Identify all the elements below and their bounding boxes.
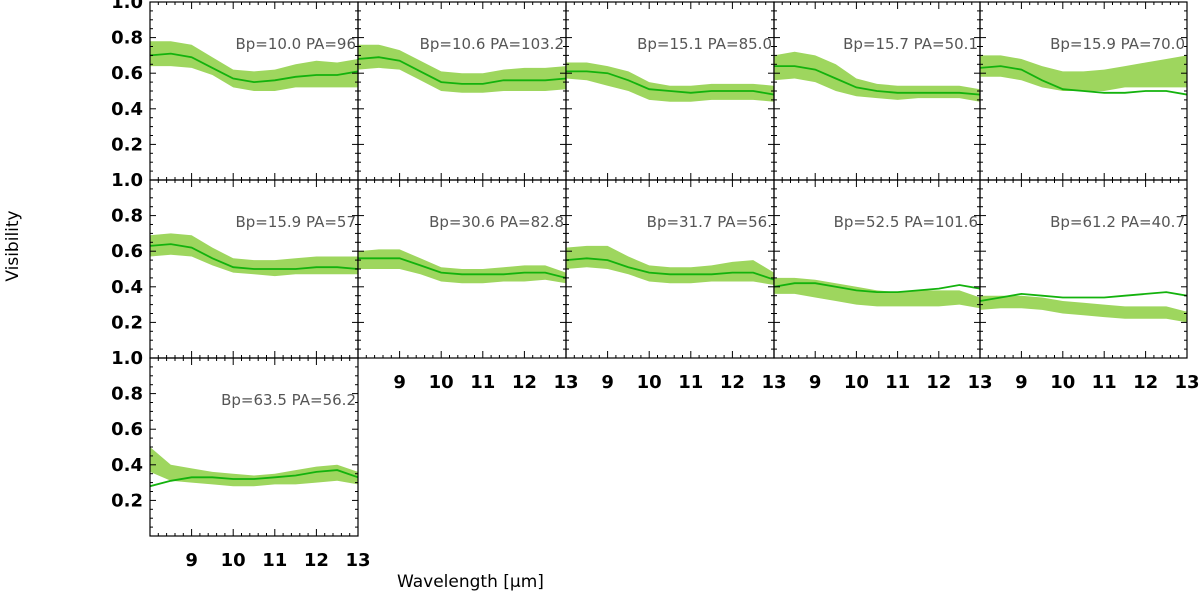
panel-8-measured-band: [566, 245, 774, 285]
y-tick-label: 0.8: [111, 28, 143, 49]
x-tick-label: 13: [345, 550, 370, 571]
panel-1-label: Bp=10.0 PA=96: [235, 35, 356, 53]
y-tick-label: 0.2: [111, 312, 143, 333]
x-tick-label: 9: [185, 550, 198, 571]
x-tick-label: 13: [761, 372, 786, 393]
panel-10: Bp=61.2 PA=40.7: [979, 179, 1188, 359]
panel-4: Bp=15.7 PA=50.1: [773, 1, 981, 181]
x-tick-label: 10: [429, 372, 454, 393]
panel-10-label: Bp=61.2 PA=40.7: [1050, 213, 1185, 231]
y-tick-label: 1.0: [111, 0, 143, 13]
x-tick-label: 11: [1092, 372, 1117, 393]
panel-3-measured-band: [566, 62, 774, 102]
panel-11-model-line: [150, 469, 358, 488]
y-axis-title: Visibility: [3, 210, 23, 281]
panel-1-measured-band: [150, 41, 358, 91]
x-tick-label: 12: [926, 372, 951, 393]
panel-9-label: Bp=52.5 PA=101.6: [834, 213, 978, 231]
x-tick-label: 12: [304, 550, 329, 571]
panel-7-model-line: [358, 257, 566, 279]
panel-7-label: Bp=30.6 PA=82.8: [429, 213, 564, 231]
panel-8-model-line: [566, 257, 774, 281]
panel-2: Bp=10.6 PA=103.2: [357, 1, 567, 181]
panel-1: Bp=10.0 PA=96: [149, 1, 359, 181]
x-tick-label: 13: [1174, 372, 1199, 393]
y-tick-label: 1.0: [111, 170, 143, 191]
y-tick-label: 0.8: [111, 384, 143, 405]
panel-5-label: Bp=15.9 PA=70.0: [1050, 35, 1185, 53]
y-tick-label: 1.0: [111, 348, 143, 369]
panel-10-frame: [979, 179, 1188, 359]
x-axis-title: Wavelength [μm]: [397, 572, 544, 592]
x-tick-label: 10: [1050, 372, 1075, 393]
panel-5-model-line: [980, 65, 1187, 96]
panel-7-measured-band: [358, 249, 566, 284]
panel-5: Bp=15.9 PA=70.0: [979, 1, 1188, 181]
panel-3-label: Bp=15.1 PA=85.0: [637, 35, 772, 53]
panel-9-model-line: [774, 282, 980, 293]
panel-6-label: Bp=15.9 PA=57: [235, 213, 356, 231]
y-tick-label: 0.6: [111, 63, 143, 84]
panel-9: Bp=52.5 PA=101.6: [773, 179, 981, 359]
y-tick-label: 0.2: [111, 134, 143, 155]
panel-4-measured-band: [774, 51, 980, 102]
y-tick-label: 0.4: [111, 277, 143, 298]
x-tick-label: 10: [637, 372, 662, 393]
panel-6: Bp=15.9 PA=57: [149, 179, 359, 359]
panel-2-model-line: [358, 56, 566, 85]
x-axis-title-unit: μm: [510, 572, 537, 592]
panel-6-measured-band: [150, 233, 358, 277]
panel-7: Bp=30.6 PA=82.8: [357, 179, 567, 359]
y-tick-label: 0.2: [111, 490, 143, 511]
panel-10-model-line: [980, 291, 1187, 302]
x-tick-label: 12: [720, 372, 745, 393]
panel-11-frame: [149, 357, 359, 537]
panel-8: Bp=31.7 PA=56.: [565, 179, 775, 359]
x-tick-label: 9: [1015, 372, 1028, 393]
panel-3-model-line: [566, 70, 774, 96]
x-tick-label: 12: [512, 372, 537, 393]
x-tick-label: 11: [885, 372, 910, 393]
y-tick-label: 0.6: [111, 419, 143, 440]
panel-4-model-line: [774, 65, 980, 96]
y-tick-label: 0.4: [111, 99, 143, 120]
panel-5-measured-band: [980, 55, 1187, 91]
x-axis-title-text: Wavelength [: [397, 572, 510, 592]
x-tick-label: 12: [1133, 372, 1158, 393]
x-axis-title-close: ]: [537, 572, 544, 592]
axis-labels-layer: 0.2 0.4 0.6 0.8 1.0 0.2 0.4 0.6 0.8 1.0 0.2 0.4 0.6 0…: [111, 0, 1199, 571]
panel-8-label: Bp=31.7 PA=56.: [647, 213, 772, 231]
y-tick-label: 0.4: [111, 455, 143, 476]
panel-11: Bp=63.5 PA=56.2: [149, 357, 359, 537]
x-tick-label: 11: [678, 372, 703, 393]
x-tick-label: 9: [393, 372, 406, 393]
y-tick-label: 0.6: [111, 241, 143, 262]
panel-11-label: Bp=63.5 PA=56.2: [221, 391, 356, 409]
x-tick-label: 11: [470, 372, 495, 393]
x-tick-label: 13: [967, 372, 992, 393]
panel-4-label: Bp=15.7 PA=50.1: [843, 35, 978, 53]
panel-2-label: Bp=10.6 PA=103.2: [420, 35, 564, 53]
y-tick-label: 0.8: [111, 206, 143, 227]
x-tick-label: 10: [221, 550, 246, 571]
x-tick-label: 9: [809, 372, 822, 393]
panel-3: Bp=15.1 PA=85.0: [565, 1, 775, 181]
x-tick-label: 9: [601, 372, 614, 393]
panels-layer: Bp=10.0 PA=96 Bp=10.6 PA=103.2 Bp=15.1 PA=…: [149, 1, 1188, 537]
panel-1-model-line: [150, 52, 358, 84]
panel-6-model-line: [150, 243, 358, 270]
panel-10-measured-band: [980, 295, 1187, 323]
panel-9-frame: [773, 179, 981, 359]
panel-11-measured-band: [150, 447, 358, 487]
x-tick-label: 11: [262, 550, 287, 571]
x-tick-label: 13: [553, 372, 578, 393]
x-tick-label: 10: [844, 372, 869, 393]
